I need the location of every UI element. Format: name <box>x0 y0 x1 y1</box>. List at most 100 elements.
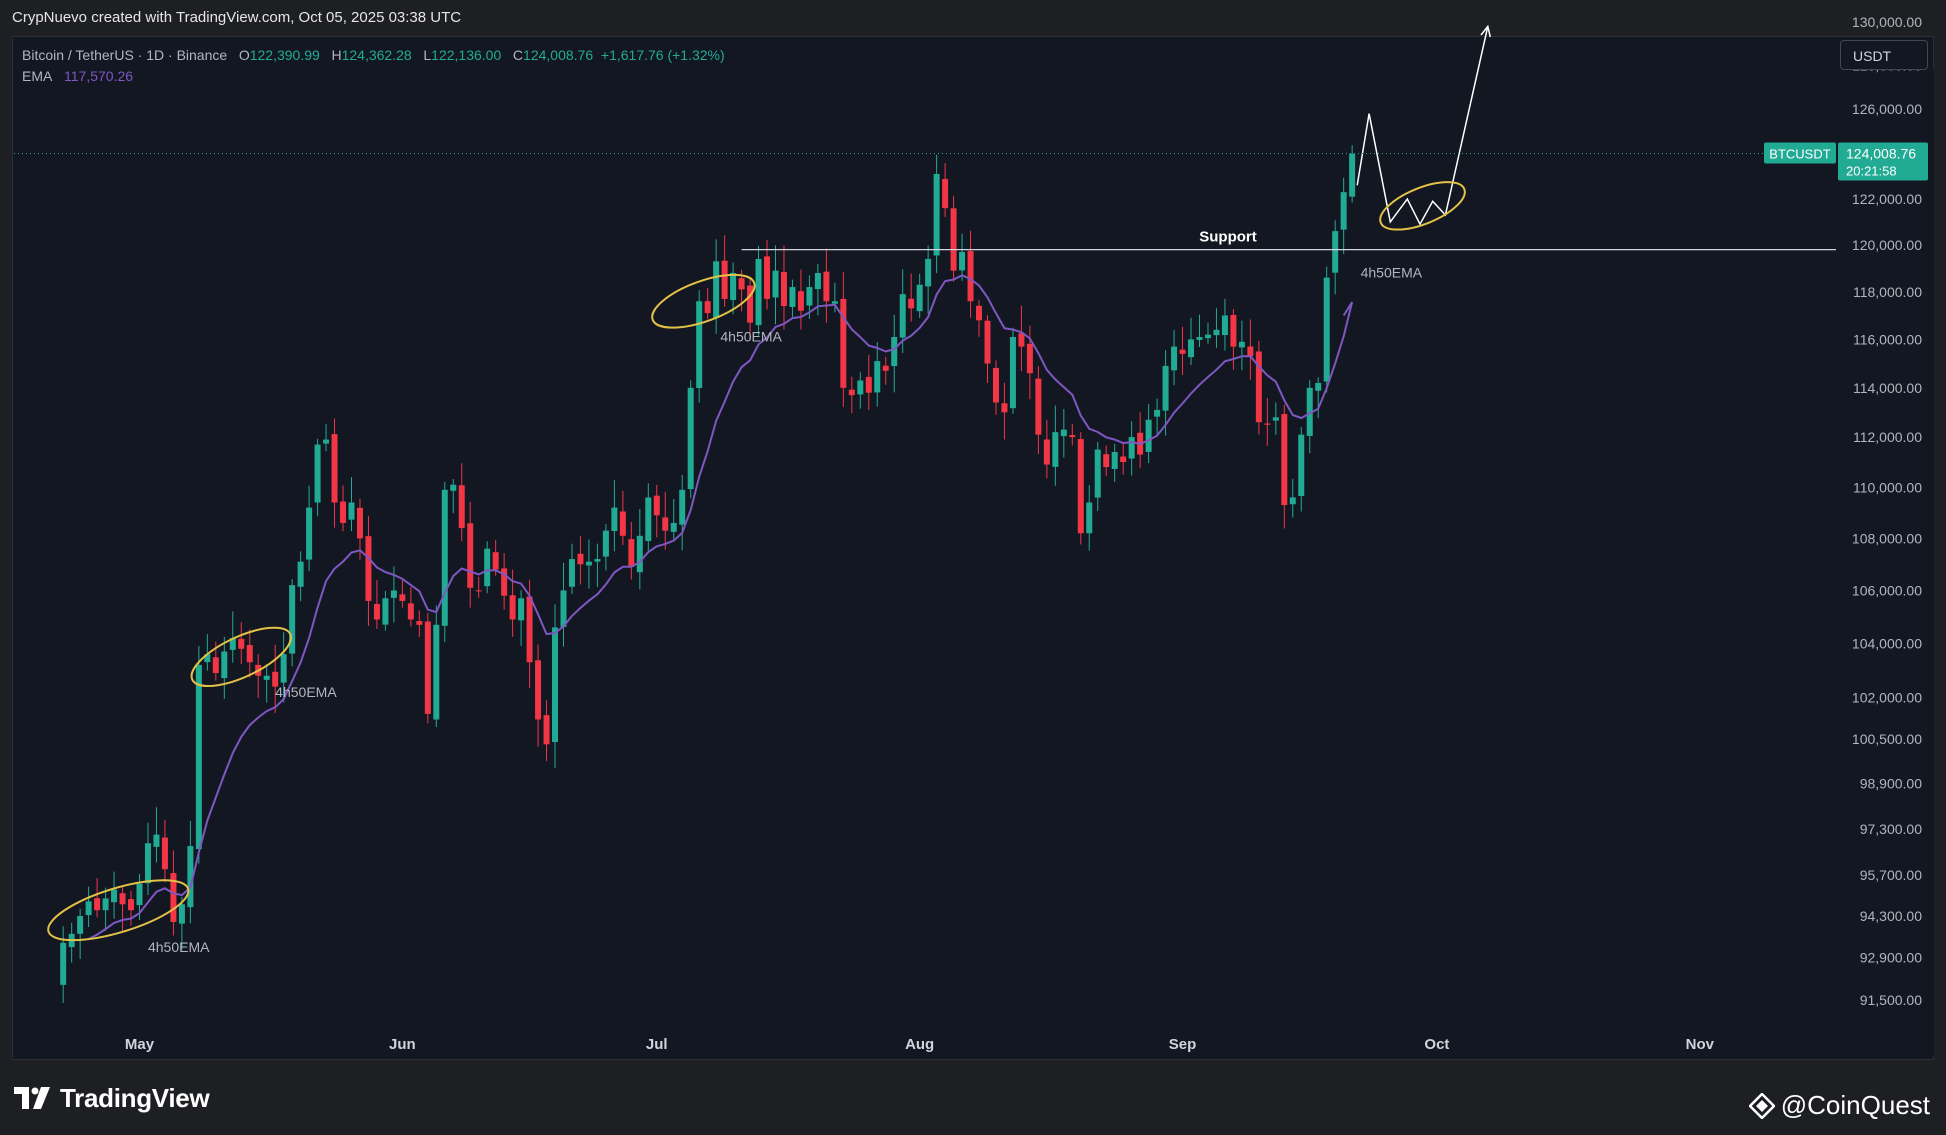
candle-body[interactable] <box>933 173 940 256</box>
candle-body[interactable] <box>424 621 431 714</box>
candle-body[interactable] <box>509 595 516 620</box>
candle-body[interactable] <box>942 178 949 209</box>
candle-body[interactable] <box>187 846 194 908</box>
candle-body[interactable] <box>356 507 363 539</box>
currency-selector[interactable]: USDT <box>1840 40 1928 70</box>
candle-body[interactable] <box>908 298 915 309</box>
candle-body[interactable] <box>1196 336 1203 340</box>
candle-body[interactable] <box>1230 314 1237 347</box>
candle-body[interactable] <box>535 660 542 720</box>
candle-body[interactable] <box>976 305 983 321</box>
candle-body[interactable] <box>263 675 270 680</box>
candle-body[interactable] <box>1128 437 1135 459</box>
candle-body[interactable] <box>831 301 838 304</box>
candle-body[interactable] <box>102 898 109 911</box>
candle-body[interactable] <box>467 523 474 588</box>
candle-body[interactable] <box>1052 432 1059 467</box>
price-badge[interactable] <box>1838 142 1928 181</box>
candle-body[interactable] <box>916 284 923 312</box>
candle-body[interactable] <box>314 444 321 503</box>
candle-body[interactable] <box>1247 346 1254 357</box>
candle-body[interactable] <box>670 522 677 532</box>
candle-body[interactable] <box>170 873 177 922</box>
candle-body[interactable] <box>1060 429 1067 437</box>
candle-body[interactable] <box>891 336 898 367</box>
candle-body[interactable] <box>161 837 168 870</box>
candle-body[interactable] <box>1340 192 1347 230</box>
candle-body[interactable] <box>1162 365 1169 411</box>
candle-body[interactable] <box>568 559 575 587</box>
candle-body[interactable] <box>713 261 720 319</box>
candle-body[interactable] <box>1204 334 1211 339</box>
candle-body[interactable] <box>297 561 304 587</box>
candle-body[interactable] <box>585 561 592 566</box>
candle-body[interactable] <box>797 291 804 311</box>
candle-body[interactable] <box>1086 502 1093 534</box>
candle-body[interactable] <box>1009 336 1016 409</box>
candle-body[interactable] <box>1077 439 1084 534</box>
candle-body[interactable] <box>1332 231 1339 273</box>
candle-body[interactable] <box>144 843 151 884</box>
candle-body[interactable] <box>306 507 313 560</box>
candle-body[interactable] <box>280 654 287 683</box>
candle-body[interactable] <box>178 904 185 924</box>
candle-body[interactable] <box>526 596 533 663</box>
candle-body[interactable] <box>1221 315 1228 336</box>
candle-body[interactable] <box>441 489 448 626</box>
candle-body[interactable] <box>390 590 397 598</box>
candle-body[interactable] <box>153 834 160 847</box>
chart-pane[interactable] <box>12 36 1934 1060</box>
candle-body[interactable] <box>111 889 118 903</box>
candle-body[interactable] <box>518 598 525 621</box>
candle-body[interactable] <box>645 497 652 541</box>
candle-body[interactable] <box>840 298 847 388</box>
candle-body[interactable] <box>730 272 737 300</box>
candle-body[interactable] <box>772 270 779 298</box>
candle-body[interactable] <box>552 627 559 743</box>
candle-body[interactable] <box>560 590 567 627</box>
candle-body[interactable] <box>85 901 92 916</box>
candle-body[interactable] <box>679 489 686 525</box>
candle-body[interactable] <box>119 893 126 905</box>
candle-body[interactable] <box>653 495 660 516</box>
candle-body[interactable] <box>1154 409 1161 417</box>
candle-body[interactable] <box>950 208 957 271</box>
candle-body[interactable] <box>492 552 499 570</box>
candle-body[interactable] <box>407 603 414 620</box>
candle-body[interactable] <box>365 536 372 601</box>
candle-body[interactable] <box>1179 349 1186 354</box>
candle-body[interactable] <box>1272 417 1279 421</box>
candle-body[interactable] <box>636 535 643 573</box>
candle-body[interactable] <box>340 501 347 523</box>
projection-path[interactable] <box>1356 26 1489 226</box>
candle-body[interactable] <box>484 548 491 587</box>
ema-touch-ellipse[interactable] <box>646 264 761 339</box>
candle-body[interactable] <box>882 365 889 371</box>
candle-body[interactable] <box>696 301 703 388</box>
candle-body[interactable] <box>1264 423 1271 425</box>
candle-body[interactable] <box>433 624 440 720</box>
candle-body[interactable] <box>1171 346 1178 371</box>
candle-body[interactable] <box>764 256 771 299</box>
candle-body[interactable] <box>246 645 253 663</box>
candle-body[interactable] <box>450 484 457 491</box>
candle-body[interactable] <box>1281 414 1288 506</box>
candle-body[interactable] <box>1255 351 1262 423</box>
candle-body[interactable] <box>738 278 745 290</box>
candle-body[interactable] <box>874 361 881 393</box>
candle-body[interactable] <box>755 258 762 326</box>
candle-body[interactable] <box>1069 435 1076 438</box>
candle-body[interactable] <box>195 664 202 850</box>
candle-body[interactable] <box>1298 434 1305 496</box>
candle-body[interactable] <box>458 485 465 529</box>
candle-body[interactable] <box>992 367 999 403</box>
candle-body[interactable] <box>1043 439 1050 465</box>
candle-body[interactable] <box>1213 329 1220 336</box>
candle-body[interactable] <box>1120 456 1127 463</box>
candle-body[interactable] <box>967 251 974 302</box>
candle-body[interactable] <box>543 715 550 745</box>
candle-body[interactable] <box>382 598 389 625</box>
candle-body[interactable] <box>959 251 966 271</box>
candle-body[interactable] <box>1018 333 1025 347</box>
